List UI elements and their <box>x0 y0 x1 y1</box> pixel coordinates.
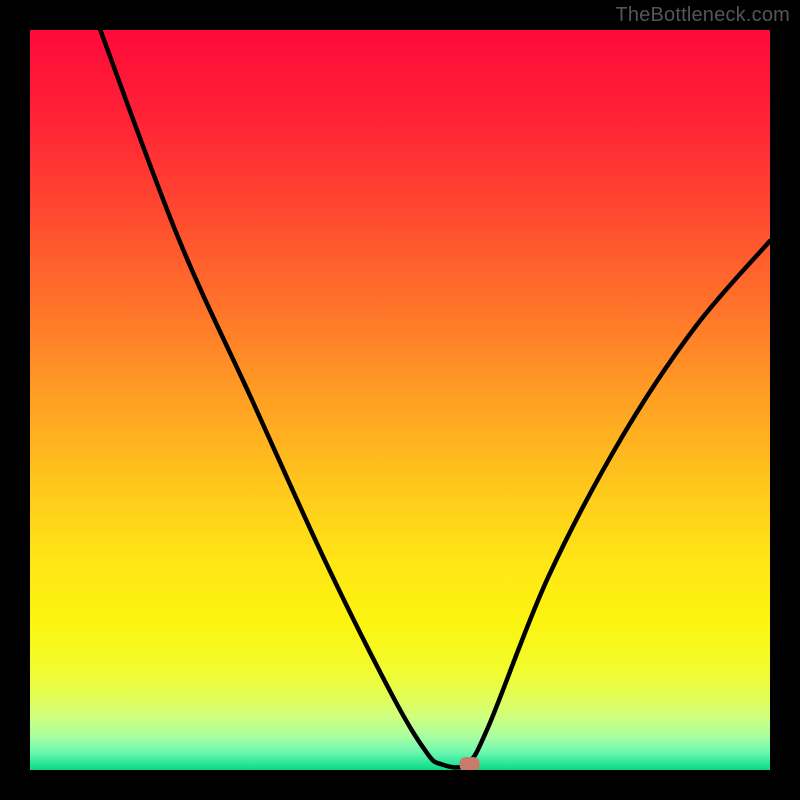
chart-container: TheBottleneck.com <box>0 0 800 800</box>
bottleneck-chart <box>0 0 800 800</box>
current-config-marker <box>460 757 480 771</box>
